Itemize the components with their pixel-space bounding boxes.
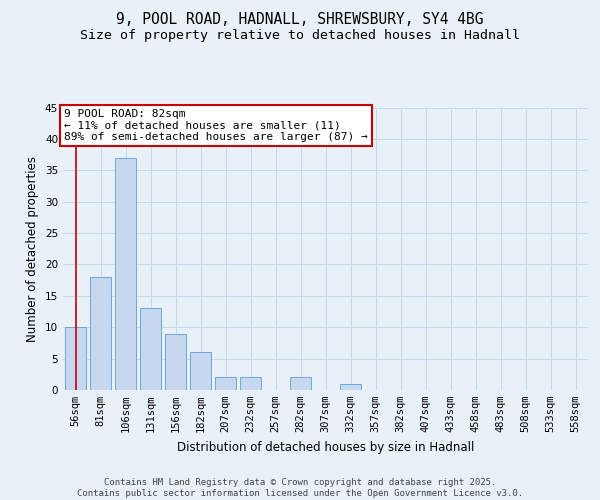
Bar: [165, 334, 186, 390]
Text: 9 POOL ROAD: 82sqm
← 11% of detached houses are smaller (11)
89% of semi-detache: 9 POOL ROAD: 82sqm ← 11% of detached hou…: [64, 109, 368, 142]
Bar: [340, 384, 361, 390]
Y-axis label: Number of detached properties: Number of detached properties: [26, 156, 40, 342]
Text: Size of property relative to detached houses in Hadnall: Size of property relative to detached ho…: [80, 29, 520, 42]
Bar: [190, 352, 211, 390]
Bar: [240, 378, 261, 390]
Text: 9, POOL ROAD, HADNALL, SHREWSBURY, SY4 4BG: 9, POOL ROAD, HADNALL, SHREWSBURY, SY4 4…: [116, 12, 484, 28]
Bar: [140, 308, 161, 390]
Bar: [290, 378, 311, 390]
X-axis label: Distribution of detached houses by size in Hadnall: Distribution of detached houses by size …: [177, 440, 474, 454]
Bar: [115, 158, 136, 390]
Bar: [65, 327, 86, 390]
Bar: [215, 378, 236, 390]
Text: Contains HM Land Registry data © Crown copyright and database right 2025.
Contai: Contains HM Land Registry data © Crown c…: [77, 478, 523, 498]
Bar: [90, 277, 111, 390]
